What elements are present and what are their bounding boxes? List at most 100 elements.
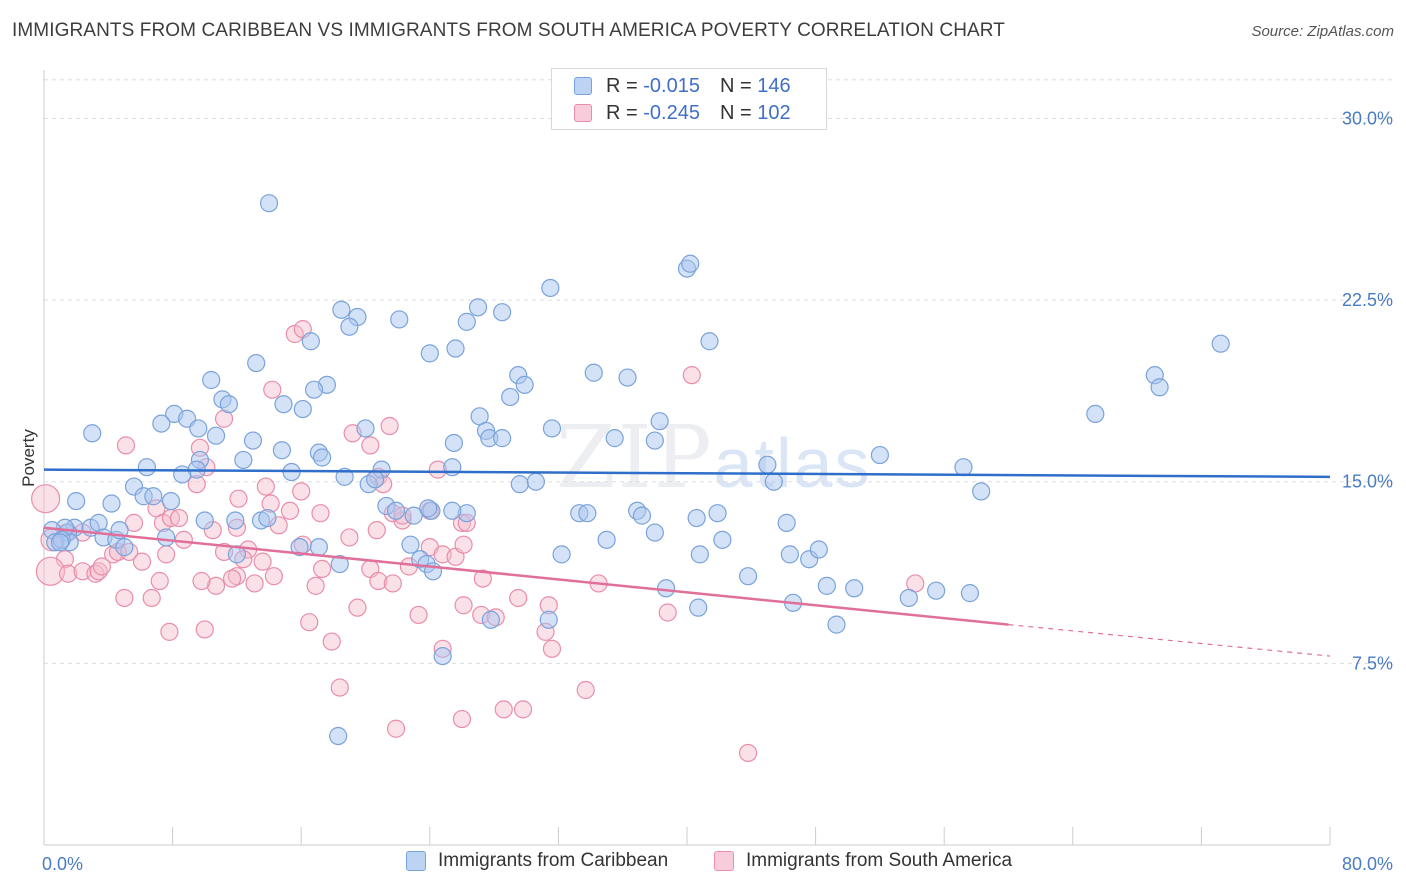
- point-caribbean: [243, 431, 263, 450]
- point-caribbean: [1211, 334, 1230, 353]
- point-south-america: [383, 574, 402, 593]
- point-south-america: [576, 680, 595, 700]
- point-south-america: [35, 556, 66, 586]
- point-caribbean: [444, 433, 464, 453]
- point-south-america: [542, 639, 562, 658]
- point-caribbean: [309, 538, 328, 557]
- point-caribbean: [1086, 404, 1105, 424]
- point-south-america: [306, 576, 325, 595]
- point-caribbean: [954, 458, 973, 477]
- point-south-america: [264, 567, 283, 586]
- bottom-legend-label-caribbean: Immigrants from Caribbean: [438, 850, 669, 871]
- trend-line-south-america-extension: [1008, 624, 1331, 657]
- point-caribbean: [401, 535, 420, 554]
- point-caribbean: [515, 375, 534, 394]
- point-caribbean: [366, 470, 385, 489]
- point-south-america: [452, 709, 472, 729]
- grid-lines: [44, 79, 1392, 664]
- point-south-america: [263, 380, 282, 399]
- point-caribbean: [67, 491, 86, 511]
- point-south-america: [132, 552, 152, 571]
- legend-n-value: 146: [757, 74, 791, 97]
- point-caribbean: [539, 610, 558, 629]
- point-caribbean: [1150, 378, 1169, 397]
- point-caribbean: [764, 472, 783, 491]
- legend-row-south-america: R = -0.245 N = 102: [574, 100, 791, 126]
- point-caribbean: [597, 530, 616, 549]
- y-tick-label: 22.5%: [1342, 290, 1393, 310]
- point-south-america: [195, 620, 214, 639]
- point-south-america: [292, 482, 311, 501]
- point-caribbean: [927, 581, 946, 600]
- point-south-america: [409, 605, 428, 625]
- point-south-america: [280, 501, 300, 520]
- point-caribbean: [960, 584, 980, 603]
- point-south-america: [682, 366, 701, 385]
- point-caribbean: [457, 312, 476, 331]
- point-caribbean: [206, 426, 226, 445]
- point-caribbean: [258, 508, 277, 528]
- point-caribbean: [645, 523, 664, 542]
- legend-r-label: R =: [606, 101, 638, 124]
- point-caribbean: [493, 303, 512, 322]
- point-caribbean: [293, 399, 312, 419]
- point-caribbean: [541, 278, 560, 298]
- bottom-legend-caribbean: Immigrants from Caribbean: [406, 850, 668, 872]
- legend-n-label: N =: [719, 101, 752, 124]
- watermark: ZIPatlas: [556, 408, 871, 508]
- legend-r-value: -0.015: [643, 74, 700, 97]
- point-south-america: [253, 552, 272, 571]
- point-south-america: [348, 598, 367, 617]
- point-caribbean: [419, 499, 438, 518]
- point-caribbean: [173, 465, 192, 484]
- point-south-america: [124, 513, 144, 532]
- point-caribbean: [329, 726, 348, 746]
- point-caribbean: [493, 429, 512, 448]
- point-caribbean: [526, 472, 545, 491]
- point-caribbean: [335, 467, 354, 486]
- point-south-america: [361, 436, 380, 455]
- point-caribbean: [50, 533, 70, 552]
- point-caribbean: [738, 567, 758, 586]
- point-south-america: [369, 571, 388, 591]
- point-caribbean: [390, 310, 409, 329]
- point-south-america: [256, 477, 275, 496]
- point-south-america: [322, 632, 341, 651]
- point-south-america: [312, 559, 332, 579]
- point-caribbean: [259, 194, 279, 213]
- point-caribbean: [274, 395, 293, 414]
- point-caribbean: [817, 576, 836, 595]
- point-south-america: [380, 416, 399, 436]
- point-south-america: [473, 569, 492, 588]
- point-caribbean: [827, 615, 846, 634]
- point-caribbean: [713, 530, 732, 549]
- point-caribbean: [578, 504, 597, 523]
- x-tick-label: 0.0%: [42, 854, 83, 874]
- point-caribbean: [446, 339, 465, 358]
- point-caribbean: [777, 513, 796, 532]
- point-south-america: [227, 567, 246, 586]
- trend-line-caribbean: [43, 468, 1331, 479]
- trend-lines: [43, 468, 1331, 657]
- point-caribbean: [689, 598, 708, 617]
- chart-title: IMMIGRANTS FROM CARIBBEAN VS IMMIGRANTS …: [12, 20, 1005, 41]
- legend-n-value: 102: [757, 101, 791, 124]
- point-caribbean: [330, 554, 349, 574]
- point-south-america: [160, 622, 179, 641]
- legend-n-label: N =: [719, 74, 752, 97]
- legend-r-value: -0.245: [643, 101, 700, 124]
- point-caribbean: [681, 254, 700, 273]
- point-caribbean: [605, 429, 624, 448]
- tick-labels: 7.5% 15.0% 22.5% 30.0% 0.0% 80.0%: [42, 108, 1393, 874]
- point-caribbean: [304, 380, 324, 399]
- point-caribbean: [247, 353, 266, 373]
- trend-line-south-america: [43, 526, 1009, 626]
- point-caribbean: [809, 540, 828, 559]
- point-caribbean: [161, 491, 181, 511]
- point-caribbean: [202, 370, 221, 390]
- point-south-america: [174, 530, 193, 549]
- x-tick-label: 80.0%: [1342, 854, 1393, 874]
- correlation-legend: R = -0.015 N = 146 R = -0.245 N = 102: [551, 68, 827, 130]
- legend-row-caribbean: R = -0.015 N = 146: [574, 73, 791, 99]
- point-caribbean: [657, 579, 676, 598]
